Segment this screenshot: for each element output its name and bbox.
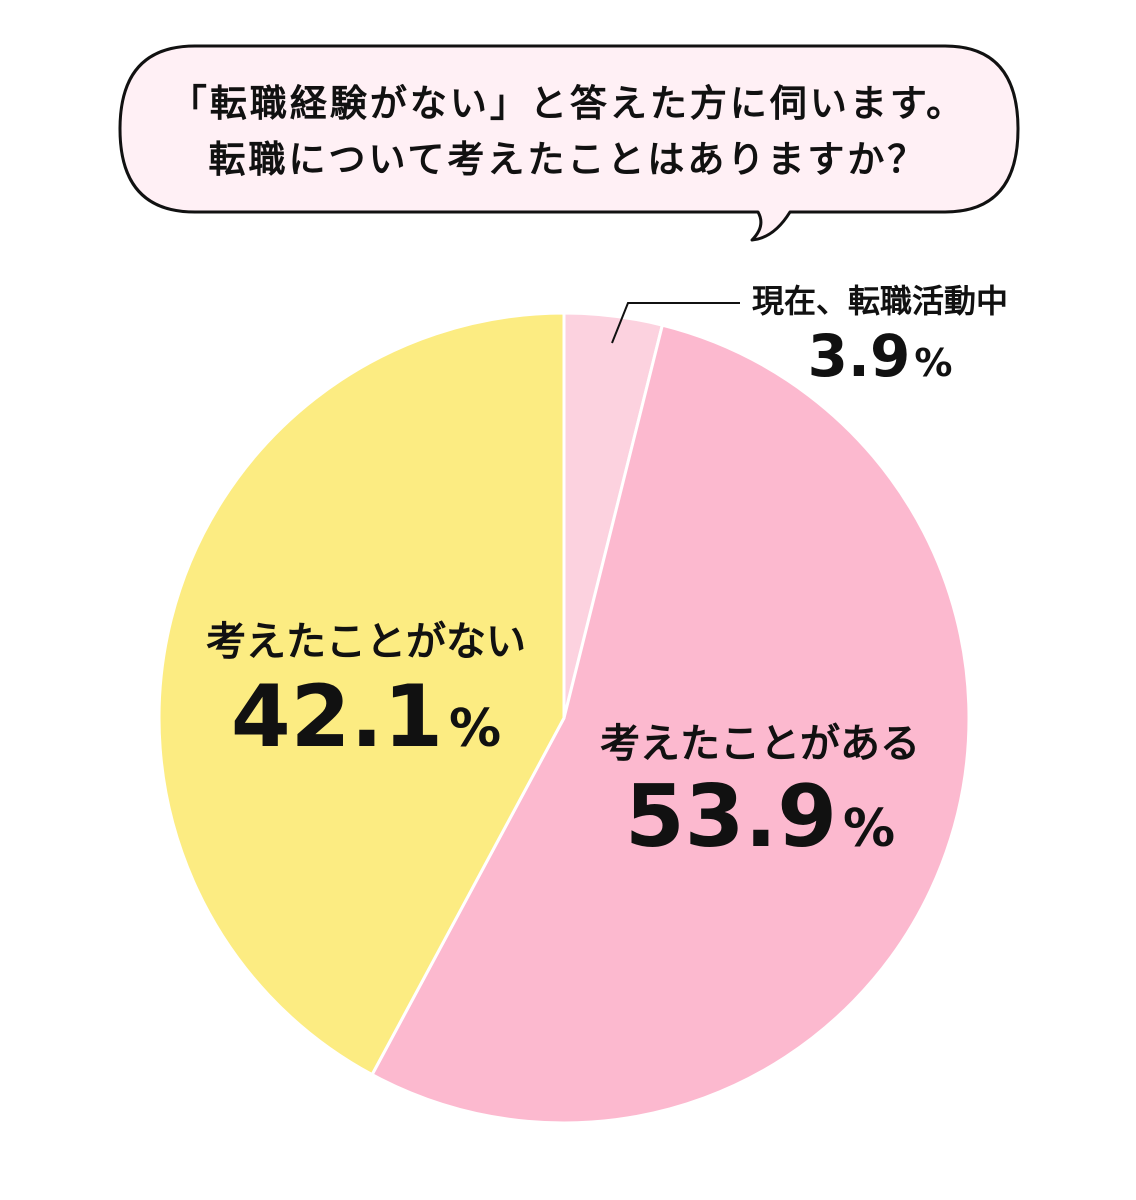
pie-slices [157, 311, 971, 1125]
slice-have-considered [370, 323, 971, 1125]
leader-line-job-hunting [611, 302, 740, 344]
question-bubble: 「転職経験がない」と答えた方に伺います。 転職について考えたことはありますか？ [118, 44, 1020, 242]
slice-value-job-hunting: 3.9% [808, 322, 953, 390]
question-line-1: 「転職経験がない」と答えた方に伺います。 [170, 82, 966, 125]
slice-label-job-hunting: 現在、転職活動中 [752, 282, 1008, 320]
slice-label-never-considered: 考えたことがない [206, 619, 526, 665]
slice-never-considered [157, 311, 566, 1077]
label-job-hunting: 現在、転職活動中 3.9% [752, 282, 1008, 390]
question-line-2: 転職について考えたことはありますか？ [209, 138, 928, 181]
slice-value-never-considered: 42.1% [231, 667, 501, 767]
label-have-considered: 考えたことがある 53.9% [600, 721, 920, 867]
slice-label-have-considered: 考えたことがある [600, 721, 920, 767]
question-bubble-shape [118, 44, 1020, 242]
slice-value-have-considered: 53.9% [625, 767, 895, 867]
label-never-considered: 考えたことがない 42.1% [206, 619, 526, 767]
